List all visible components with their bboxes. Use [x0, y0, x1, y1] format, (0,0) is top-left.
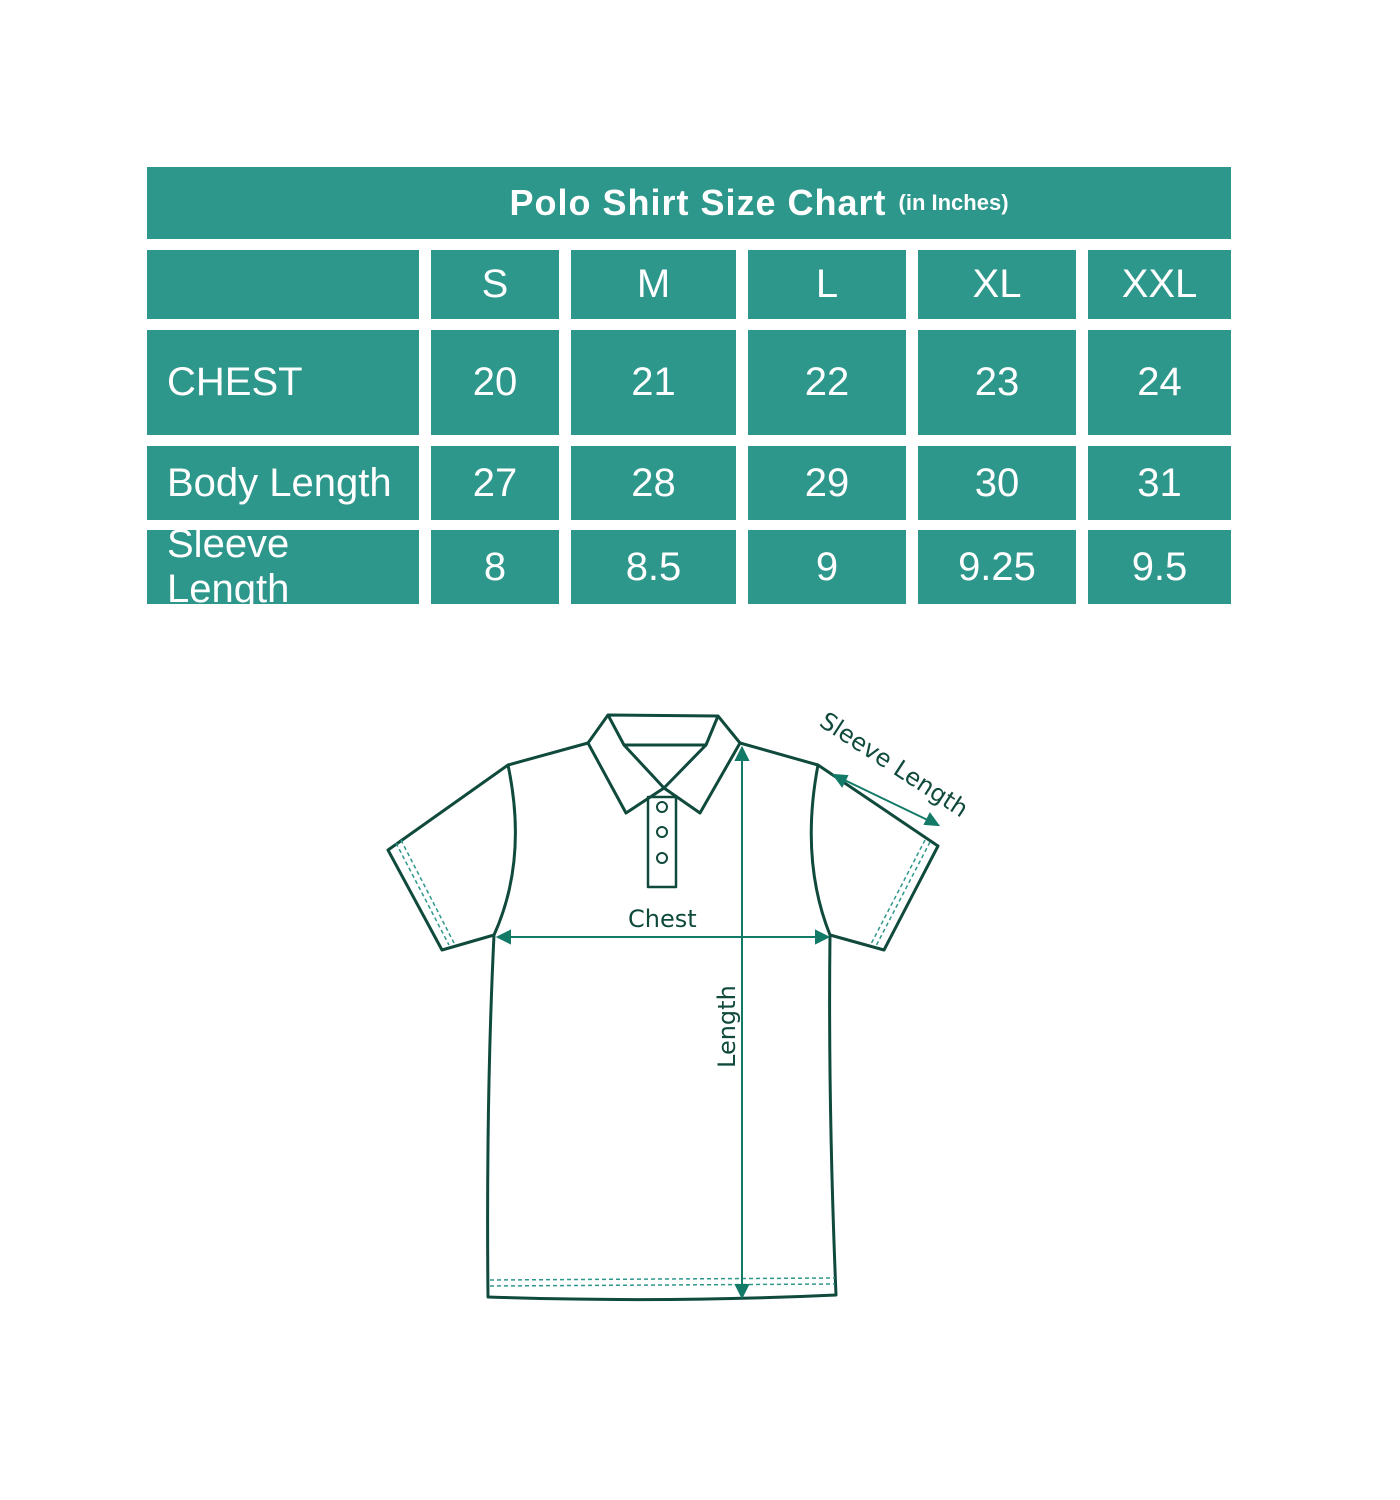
sleeve-length-label: Sleeve Length [815, 707, 974, 824]
table-cell: 28 [571, 446, 736, 520]
right-armhole [809, 764, 832, 936]
table-cell: 24 [1088, 330, 1231, 435]
collar [586, 713, 742, 815]
header-corner-cell [147, 250, 419, 319]
size-header-xl: XL [918, 250, 1076, 319]
size-header-l: L [748, 250, 906, 319]
collar-band [606, 714, 720, 747]
table-cell: 30 [918, 446, 1076, 520]
table-cell: 29 [748, 446, 906, 520]
table-cell: 8 [431, 530, 559, 604]
button-icon [656, 801, 668, 813]
row-label: CHEST [147, 330, 419, 435]
row-label: Sleeve Length [147, 522, 419, 611]
size-header-m: M [571, 250, 736, 319]
hem-stitch [489, 1277, 836, 1287]
button-icon [656, 852, 668, 864]
table-cell: 23 [918, 330, 1076, 435]
right-sleeve-stitch [870, 839, 931, 947]
left-armhole [492, 764, 517, 936]
sleeve-arrow [833, 774, 939, 826]
table-cell: 27 [431, 446, 559, 520]
table-cell: 21 [571, 330, 736, 435]
table-cell: 8.5 [571, 530, 736, 604]
title-text: Polo Shirt Size Chart [509, 182, 887, 223]
collar-fold [622, 743, 708, 790]
row-label: Body Length [147, 446, 419, 520]
shirt-outline [386, 741, 940, 1302]
chest-label: Chest [628, 905, 697, 933]
placket [646, 795, 678, 889]
title-unit: (in Inches) [898, 190, 1009, 215]
chart-title: Polo Shirt Size Chart (in Inches) [147, 167, 1231, 239]
table-cell: 9.25 [918, 530, 1076, 604]
size-header-xxl: XXL [1088, 250, 1231, 319]
table-cell: 9.5 [1088, 530, 1231, 604]
table-cell: 20 [431, 330, 559, 435]
table-cell: 31 [1088, 446, 1231, 520]
left-sleeve-stitch [395, 839, 455, 946]
table-cell: 22 [748, 330, 906, 435]
length-label: Length [713, 985, 741, 1068]
button-icon [656, 826, 668, 838]
size-header-s: S [431, 250, 559, 319]
table-cell: 9 [748, 530, 906, 604]
